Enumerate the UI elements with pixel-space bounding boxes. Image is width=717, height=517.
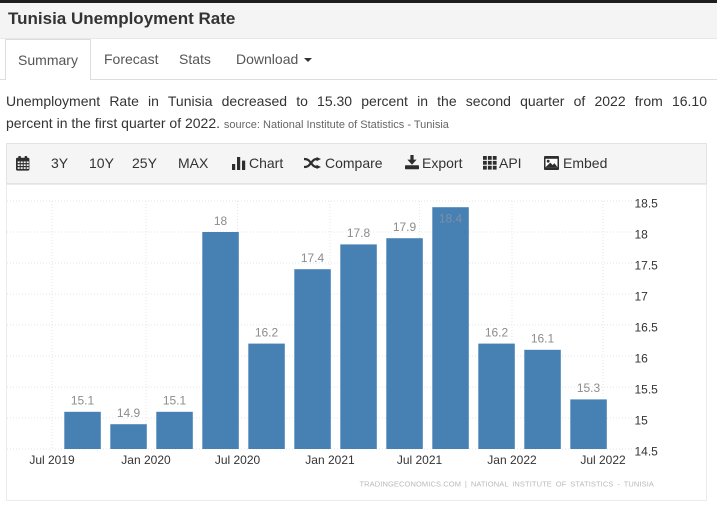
svg-text:18: 18 — [214, 214, 228, 228]
svg-text:18: 18 — [635, 228, 649, 242]
svg-text:14.9: 14.9 — [117, 406, 141, 420]
svg-text:16: 16 — [635, 352, 649, 366]
svg-text:Jul 2019: Jul 2019 — [29, 453, 75, 467]
svg-text:15.5: 15.5 — [635, 383, 659, 397]
svg-text:17.5: 17.5 — [635, 259, 659, 273]
svg-text:Jan 2021: Jan 2021 — [305, 453, 355, 467]
svg-text:16.1: 16.1 — [531, 332, 555, 346]
svg-text:15: 15 — [635, 414, 649, 428]
svg-text:16.5: 16.5 — [635, 321, 659, 335]
svg-text:16.2: 16.2 — [485, 325, 509, 339]
svg-text:18.5: 18.5 — [635, 197, 659, 211]
svg-text:15.1: 15.1 — [71, 394, 95, 408]
svg-text:Jul 2021: Jul 2021 — [397, 453, 443, 467]
svg-text:16.2: 16.2 — [255, 325, 279, 339]
svg-text:14.5: 14.5 — [635, 445, 659, 459]
svg-text:17.4: 17.4 — [301, 251, 325, 265]
svg-text:Jul 2022: Jul 2022 — [580, 453, 626, 467]
svg-text:Jul 2020: Jul 2020 — [215, 453, 261, 467]
svg-text:18.4: 18.4 — [439, 212, 463, 226]
svg-text:15.1: 15.1 — [163, 394, 187, 408]
svg-text:15.3: 15.3 — [577, 381, 601, 395]
svg-text:17.9: 17.9 — [393, 220, 417, 234]
svg-text:TRADINGECONOMICS.COM | NATIONA: TRADINGECONOMICS.COM | NATIONAL INSTITUT… — [359, 480, 654, 489]
svg-text:Jan 2020: Jan 2020 — [121, 453, 171, 467]
svg-text:17: 17 — [635, 290, 649, 304]
svg-text:17.8: 17.8 — [347, 226, 371, 240]
svg-text:Jan 2022: Jan 2022 — [487, 453, 537, 467]
